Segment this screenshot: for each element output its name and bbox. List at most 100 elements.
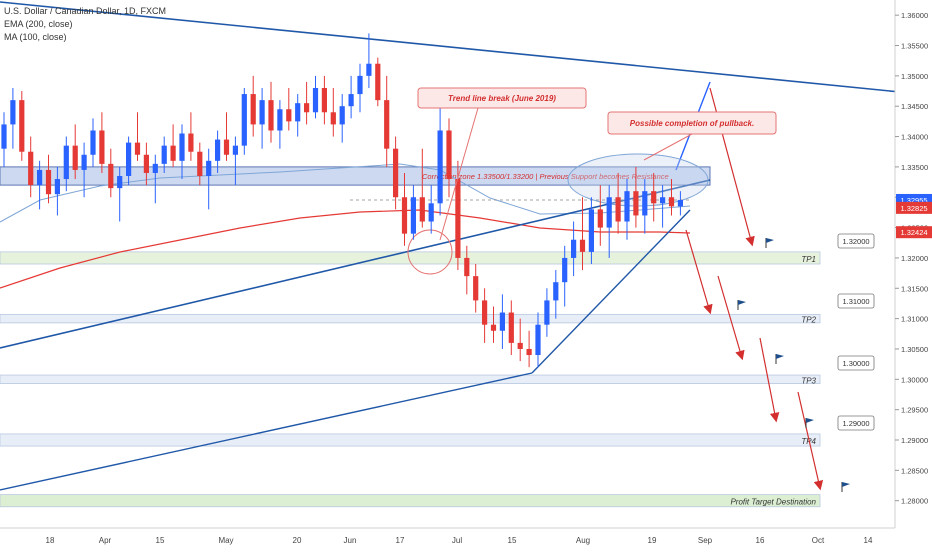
candle xyxy=(553,270,559,319)
tp-callout: 1.31000 xyxy=(837,293,875,309)
candle xyxy=(375,57,381,107)
candle xyxy=(295,94,301,137)
candle-body xyxy=(54,179,60,195)
candle-body xyxy=(544,300,550,325)
target-zone-label: TP3 xyxy=(801,376,816,385)
candle xyxy=(304,81,310,125)
candle xyxy=(215,130,221,173)
target-arrow xyxy=(709,87,755,247)
trend-break-note-box xyxy=(417,87,587,109)
candle xyxy=(161,136,167,173)
candle xyxy=(357,63,363,113)
candle-body xyxy=(526,348,532,356)
candle xyxy=(19,91,25,161)
flag-cloth xyxy=(766,238,774,243)
candle xyxy=(339,94,345,143)
candle xyxy=(1,112,7,167)
support-trendline xyxy=(531,209,691,374)
candle xyxy=(366,33,372,88)
candle-body xyxy=(428,203,434,222)
candle-body xyxy=(615,197,621,222)
candle xyxy=(437,100,443,216)
upper-trendline xyxy=(0,1,901,93)
candle xyxy=(499,294,505,349)
target-zone-label: TP1 xyxy=(801,255,816,264)
candle-body xyxy=(330,112,336,125)
candle xyxy=(143,142,149,186)
pullback-note-label: Possible completion of pullback. xyxy=(630,119,754,128)
flag-cloth xyxy=(806,418,814,423)
candle-body xyxy=(535,324,541,356)
candle-body xyxy=(633,191,639,216)
candle xyxy=(597,185,603,246)
candle-body xyxy=(321,88,327,113)
candle-body xyxy=(410,197,416,234)
candle-body xyxy=(286,109,292,122)
candle xyxy=(72,124,78,180)
candle-body xyxy=(660,197,666,204)
time-tick-label: 16 xyxy=(756,536,765,545)
price-tick-label: 1.36000 xyxy=(901,11,928,20)
flag-icon xyxy=(841,482,850,492)
candle-body xyxy=(241,94,247,146)
candle xyxy=(81,142,87,198)
candle-body xyxy=(357,75,363,95)
price-tick-label: 1.34000 xyxy=(901,133,928,142)
candle xyxy=(312,75,319,119)
candle-body xyxy=(268,100,274,131)
candle xyxy=(108,148,114,198)
candle xyxy=(482,288,488,343)
candle-body xyxy=(223,139,230,155)
candle-body xyxy=(206,160,212,176)
candle xyxy=(10,88,16,149)
candle-body xyxy=(81,154,87,170)
candle xyxy=(606,185,612,258)
price-tick-label: 1.29000 xyxy=(901,436,928,445)
candle xyxy=(508,300,514,356)
target-zone xyxy=(0,313,821,324)
time-tick-label: 15 xyxy=(156,536,165,545)
price-label-text: 1.32825 xyxy=(900,204,927,213)
tp-callout-box xyxy=(837,415,875,431)
candle xyxy=(473,264,479,313)
candle xyxy=(526,330,532,368)
pullback-pointer xyxy=(643,133,693,161)
target-zone xyxy=(0,374,821,384)
candle-body xyxy=(490,324,497,331)
candle xyxy=(535,312,541,368)
time-tick-label: Oct xyxy=(812,536,825,545)
candle-body xyxy=(624,191,630,222)
candle-body xyxy=(677,199,683,207)
candle xyxy=(286,88,292,131)
candle xyxy=(660,185,666,228)
candle xyxy=(277,100,283,149)
candle xyxy=(579,197,586,271)
candle xyxy=(232,136,238,186)
candle-body xyxy=(401,197,408,234)
candle-body xyxy=(348,94,354,107)
candle xyxy=(428,185,434,234)
tp-callout-box xyxy=(837,355,875,371)
candle-body xyxy=(464,257,470,277)
tp-callout: 1.29000 xyxy=(837,415,875,431)
time-tick-label: 14 xyxy=(864,536,873,545)
time-tick-label: May xyxy=(218,536,233,545)
candle-body xyxy=(63,145,69,180)
time-tick-label: Apr xyxy=(99,536,112,545)
candle-body xyxy=(651,191,657,204)
candle-body xyxy=(393,148,399,198)
price-label-badge xyxy=(896,201,932,214)
candle xyxy=(152,154,158,204)
candle-body xyxy=(571,239,577,258)
candle-body xyxy=(72,145,78,170)
candle xyxy=(99,112,105,173)
price-axis xyxy=(895,0,932,550)
price-label-text: 1.32955 xyxy=(900,196,927,205)
candle-body xyxy=(668,197,675,207)
chart-title: U.S. Dollar / Canadian Dollar, 1D, FXCM xyxy=(4,6,167,16)
candle xyxy=(126,136,132,186)
candle xyxy=(677,191,683,216)
price-tick-label: 1.33500 xyxy=(901,163,928,172)
